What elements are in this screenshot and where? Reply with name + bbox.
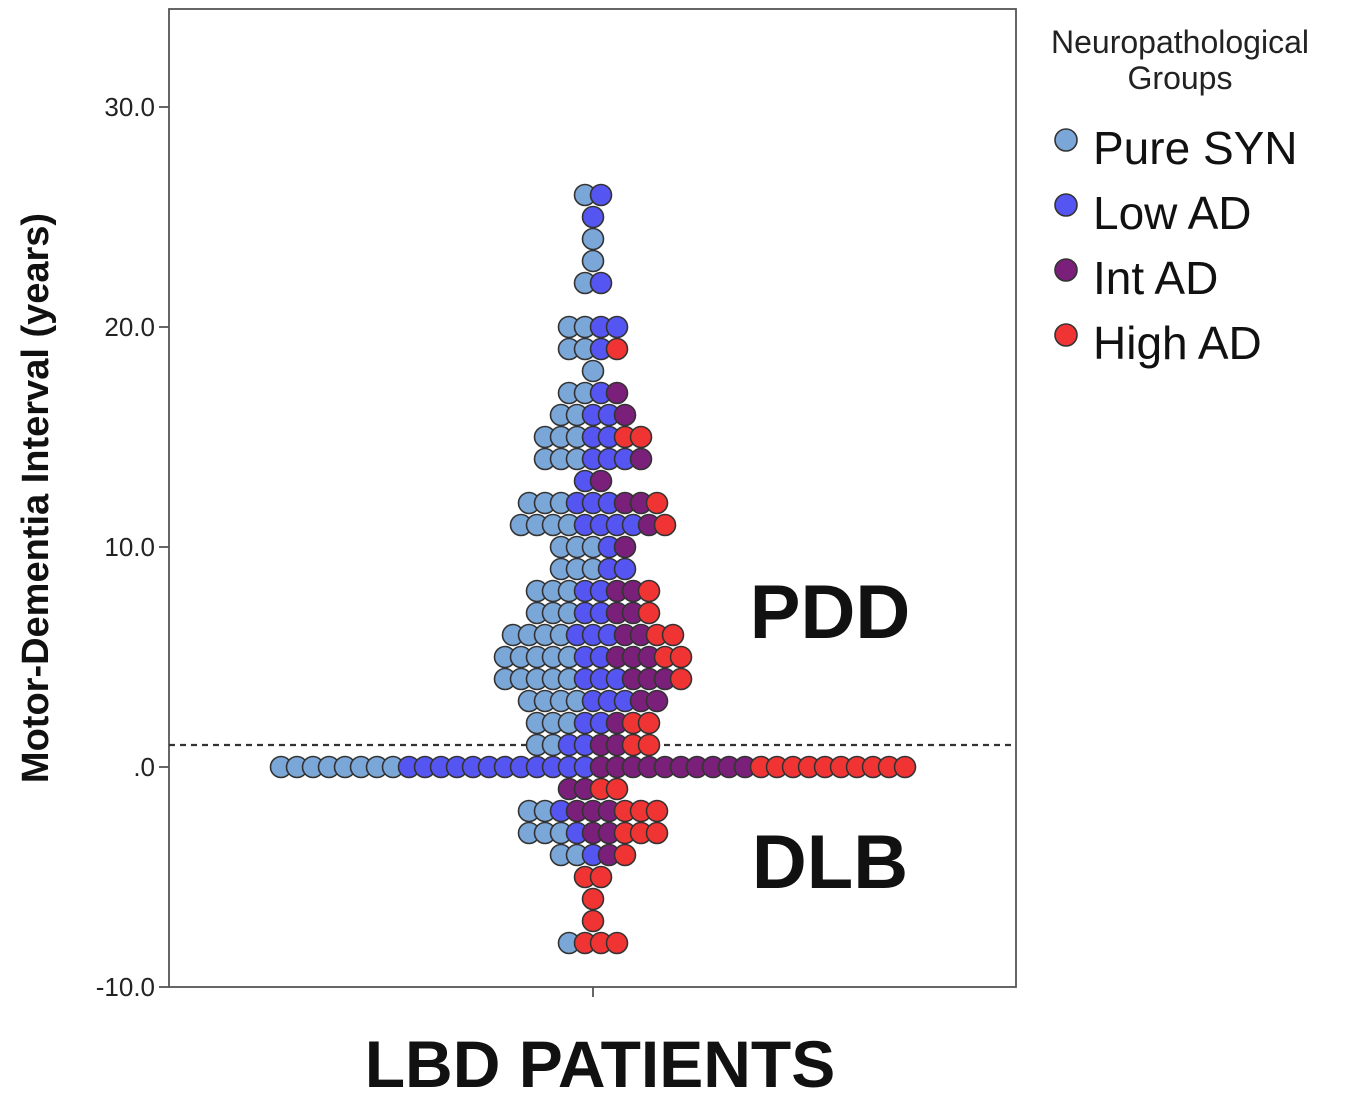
legend-label: Pure SYN: [1093, 122, 1298, 174]
data-point: [589, 271, 613, 295]
data-point: [581, 227, 605, 251]
data-point: [645, 799, 669, 823]
legend-items: Pure SYN Low AD Int AD High AD: [1054, 122, 1298, 369]
legend-label: Low AD: [1093, 187, 1252, 239]
data-point: [605, 381, 629, 405]
data-point: [629, 425, 653, 449]
data-point: [589, 183, 613, 207]
legend-title-line-2: Groups: [1128, 60, 1233, 96]
legend: Neuropathological Groups Pure SYN Low AD I…: [1051, 24, 1309, 369]
y-tick-label: -10.0: [96, 972, 155, 1002]
data-point: [645, 689, 669, 713]
data-point: [581, 249, 605, 273]
legend-marker: [1054, 128, 1078, 152]
y-tick-label: 30.0: [104, 92, 155, 122]
data-point: [605, 931, 629, 955]
data-point: [637, 733, 661, 757]
data-point: [637, 711, 661, 735]
legend-title-line-1: Neuropathological: [1051, 24, 1309, 60]
y-axis-ticks: 30.0 20.0 10.0 .0 -10.0: [96, 92, 169, 1002]
annotation-dlb: DLB: [752, 820, 908, 905]
legend-label: Int AD: [1093, 252, 1218, 304]
y-tick-label: 10.0: [104, 532, 155, 562]
data-point: [661, 623, 685, 647]
data-point: [645, 491, 669, 515]
data-point: [589, 469, 613, 493]
data-point: [669, 645, 693, 669]
data-point: [605, 337, 629, 361]
data-point: [669, 667, 693, 691]
y-tick-label: .0: [133, 752, 155, 782]
data-point: [645, 821, 669, 845]
data-point: [605, 315, 629, 339]
y-tick-label: 20.0: [104, 312, 155, 342]
data-point: [581, 205, 605, 229]
data-point: [613, 557, 637, 581]
data-point: [581, 909, 605, 933]
data-point: [581, 359, 605, 383]
data-point: [581, 887, 605, 911]
legend-label: High AD: [1093, 317, 1262, 369]
data-point: [613, 843, 637, 867]
x-axis-label: LBD PATIENTS: [365, 1027, 836, 1095]
data-point: [637, 579, 661, 603]
legend-marker: [1054, 258, 1078, 282]
data-point: [653, 513, 677, 537]
y-axis-label: Motor-Dementia Interval (years): [15, 213, 57, 783]
data-point: [613, 535, 637, 559]
data-point: [637, 601, 661, 625]
annotation-pdd: PDD: [750, 570, 910, 655]
data-point: [629, 447, 653, 471]
legend-marker: [1054, 193, 1078, 217]
data-point: [589, 865, 613, 889]
data-point: [605, 777, 629, 801]
legend-marker: [1054, 323, 1078, 347]
data-point: [613, 403, 637, 427]
data-point: [893, 755, 917, 779]
data-points: [269, 183, 917, 955]
